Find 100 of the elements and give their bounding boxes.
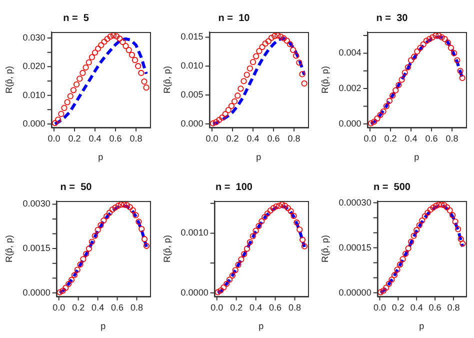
point <box>290 46 296 53</box>
point <box>264 210 271 217</box>
point <box>444 40 451 46</box>
point <box>256 222 262 230</box>
point <box>368 120 374 126</box>
chart-title: n = 30 <box>376 12 408 24</box>
point <box>130 207 136 214</box>
point <box>405 245 412 252</box>
point <box>432 32 439 39</box>
x-tick-label: 0.6 <box>109 133 122 144</box>
point <box>128 52 135 58</box>
y-axis-title: R(p̂, p) <box>320 234 330 262</box>
point <box>98 222 104 228</box>
chart-title: n = 500 <box>374 182 411 193</box>
point <box>104 36 110 42</box>
point <box>279 202 286 208</box>
x-tick-label: 0.6 <box>267 133 280 144</box>
point <box>268 34 275 41</box>
y-tick-label: 0.0010 <box>180 228 208 238</box>
point <box>301 80 308 87</box>
point <box>386 280 392 287</box>
point <box>427 206 434 213</box>
point <box>58 110 64 117</box>
point <box>76 76 83 82</box>
chart-title: n = 10 <box>218 12 250 24</box>
point <box>259 44 266 50</box>
point <box>66 280 72 288</box>
point <box>70 87 77 94</box>
x-tick-label: 0.6 <box>425 133 438 144</box>
x-tick-label: 0.8 <box>446 133 458 144</box>
x-axis-title: p <box>100 321 106 332</box>
point <box>141 78 148 85</box>
point <box>62 284 69 291</box>
point <box>430 34 436 40</box>
point <box>296 60 302 66</box>
x-tick-label: 0.0 <box>206 133 218 144</box>
point <box>374 116 380 122</box>
point <box>274 32 281 39</box>
point <box>214 289 221 296</box>
point <box>120 38 126 46</box>
point <box>109 206 116 213</box>
y-tick-label: 0.000 <box>338 118 362 128</box>
point <box>270 205 276 212</box>
point <box>286 41 293 48</box>
point <box>262 214 268 220</box>
point <box>132 212 139 218</box>
point <box>416 222 422 228</box>
x-tick-label: 0.0 <box>48 133 60 144</box>
y-tick-label: 0.0000 <box>22 287 50 298</box>
y-tick-label: 0.015 <box>180 32 204 42</box>
point <box>106 210 113 216</box>
y-tick-label: 0.002 <box>338 83 362 94</box>
point <box>253 53 260 60</box>
point <box>143 84 150 91</box>
point <box>118 201 124 208</box>
point <box>124 202 130 208</box>
point <box>138 70 144 76</box>
x-tick-label: 0.2 <box>68 133 81 144</box>
point <box>104 213 110 220</box>
point <box>135 63 142 70</box>
point <box>396 82 402 88</box>
point <box>446 207 453 214</box>
point <box>265 38 272 44</box>
y-tick-label: 0.0000 <box>180 287 208 298</box>
point <box>388 276 395 283</box>
point <box>278 34 284 40</box>
point <box>210 120 216 126</box>
point <box>224 280 230 287</box>
point <box>250 59 256 66</box>
point <box>272 33 278 40</box>
point <box>61 104 68 111</box>
point <box>110 32 117 38</box>
x-tick-label: 0.4 <box>250 302 262 312</box>
point <box>232 98 238 104</box>
point <box>246 65 253 72</box>
point <box>77 261 84 268</box>
point <box>432 202 440 209</box>
point <box>240 78 247 84</box>
point <box>383 103 390 110</box>
point <box>216 116 222 123</box>
x-axis-title: p <box>414 152 420 162</box>
y-tick-label: 0.000 <box>180 118 204 128</box>
point <box>138 226 145 232</box>
point <box>115 202 122 209</box>
point <box>420 41 426 48</box>
x-tick-label: 0.2 <box>226 133 239 144</box>
point <box>101 38 108 45</box>
point <box>408 238 414 245</box>
x-tick-label: 0.6 <box>428 302 442 312</box>
x-tick-label: 0.2 <box>230 302 243 312</box>
point <box>250 233 256 240</box>
point <box>402 250 409 257</box>
point <box>86 246 92 252</box>
point <box>112 204 118 211</box>
point <box>235 262 242 268</box>
point <box>414 227 420 234</box>
point <box>114 33 120 40</box>
point <box>143 242 150 249</box>
point <box>424 210 431 216</box>
point <box>52 120 58 126</box>
